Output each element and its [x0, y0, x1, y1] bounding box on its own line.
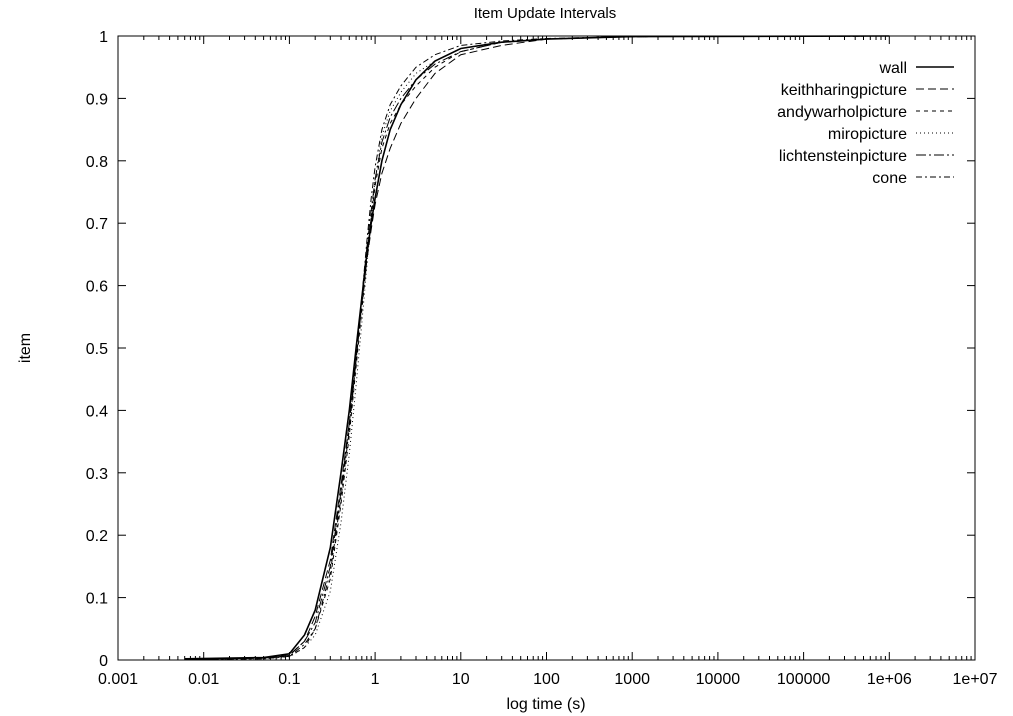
x-tick-label: 0.1: [278, 671, 300, 688]
x-tick-label: 100: [533, 671, 560, 688]
legend-label: keithharingpicture: [781, 82, 907, 99]
series-line-lichtensteinpicture: [184, 35, 890, 660]
y-tick-label: 0.2: [86, 528, 108, 545]
legend-label: andywarholpicture: [777, 104, 907, 121]
y-tick-label: 0.8: [86, 154, 108, 171]
x-tick-label: 0.001: [98, 671, 138, 688]
series-line-wall: [184, 35, 890, 660]
series-line-keithharingpicture: [184, 35, 890, 660]
y-tick-label: 0.4: [86, 403, 108, 420]
y-tick-label: 0.1: [86, 591, 108, 608]
x-axis-label: log time (s): [506, 696, 585, 713]
legend-label: miropicture: [828, 126, 907, 143]
x-tick-label: 100000: [777, 671, 830, 688]
y-tick-label: 0.5: [86, 341, 108, 358]
series-line-miropicture: [184, 35, 890, 660]
y-tick-label: 0.7: [86, 216, 108, 233]
series-line-cone: [184, 35, 890, 660]
chart-title: Item Update Intervals: [474, 5, 617, 22]
y-axis-label: item: [17, 333, 34, 363]
series-line-andywarholpicture: [184, 35, 890, 660]
y-tick-label: 0.9: [86, 91, 108, 108]
x-tick-label: 0.01: [188, 671, 219, 688]
legend-label: wall: [878, 60, 907, 77]
y-axis: 0 0.1 0.2 0.3 0.4 0.5 0.6 0.7 0.8 0.9 1: [86, 29, 975, 670]
x-tick-label: 1e+07: [953, 671, 998, 688]
x-tick-label: 1e+06: [867, 671, 912, 688]
y-tick-label: 0.6: [86, 279, 108, 296]
x-tick-label: 10: [452, 671, 470, 688]
y-tick-label: 0.3: [86, 466, 108, 483]
legend: wall keithharingpicture andywarholpicture m…: [777, 60, 954, 187]
y-tick-label: 1: [99, 29, 108, 46]
legend-label: cone: [872, 170, 907, 187]
x-axis: 0.001 0.01 0.1 1 10 100 1000 10000 100000 1e+06 1e…: [98, 36, 998, 688]
y-tick-label: 0: [99, 653, 108, 670]
x-tick-label: 1000: [614, 671, 650, 688]
legend-label: lichtensteinpicture: [779, 148, 907, 165]
x-tick-label: 10000: [696, 671, 741, 688]
series-lines: [184, 35, 890, 660]
x-tick-label: 1: [371, 671, 380, 688]
